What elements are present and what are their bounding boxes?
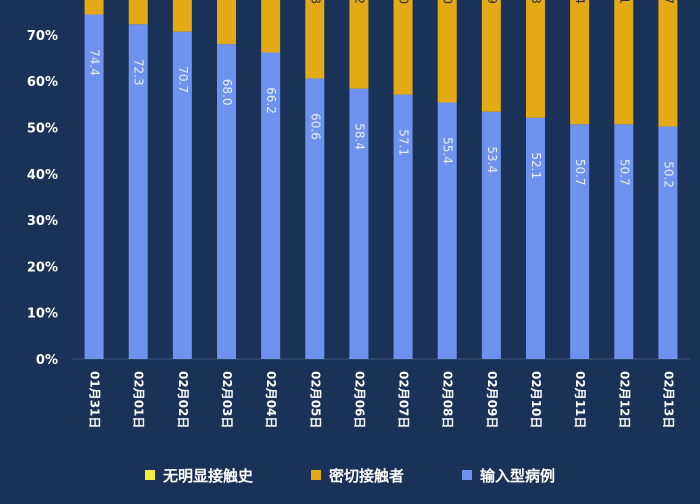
y-tick-label: 0%: [36, 353, 58, 368]
bar-imported: [349, 88, 369, 359]
bar-imported: [570, 124, 590, 359]
bar-close-contact: [437, 0, 457, 103]
x-tick-label: 02月05日: [308, 371, 322, 428]
y-tick-label: 20%: [27, 260, 58, 275]
bar-close-contact: [84, 0, 104, 15]
data-label-imported: 55.4: [441, 137, 455, 164]
x-tick-label: 02月06日: [352, 371, 366, 428]
legend-item-no-contact: 无明显接触史: [144, 462, 253, 488]
data-label-imported: 50.2: [661, 161, 675, 188]
data-label-imported: 50.7: [617, 159, 631, 186]
bar-imported: [393, 94, 413, 359]
data-label-imported: 50.7: [573, 159, 587, 186]
data-label-close-contact: 40.9: [485, 0, 499, 4]
bar-imported: [658, 126, 678, 359]
data-label-imported: 60.6: [308, 113, 322, 140]
data-label-imported: 57.1: [397, 129, 411, 156]
bar-imported: [305, 78, 325, 359]
legend-item-imported: 输入型病例: [462, 462, 555, 488]
x-tick-label: 02月02日: [176, 371, 190, 428]
x-tick-label: 02月03日: [220, 371, 234, 428]
bar-imported: [172, 31, 192, 360]
bar-close-contact: [128, 0, 148, 25]
x-tick-label: 02月01日: [132, 371, 146, 428]
bar-imported: [128, 24, 148, 359]
legend-swatch-no-contact: [144, 470, 155, 480]
bar-close-contact: [481, 0, 501, 112]
x-tick-label: 02月12日: [617, 371, 631, 428]
y-tick-label: 40%: [27, 168, 58, 183]
bar-imported: [437, 102, 457, 360]
y-tick-label: 10%: [27, 307, 58, 322]
bar-imported: [526, 117, 545, 359]
bar-imported: [481, 111, 501, 360]
data-label-imported: 72.3: [132, 59, 146, 86]
x-tick-label: 02月09日: [485, 371, 499, 428]
y-tick-label: 30%: [27, 214, 58, 229]
data-label-close-contact: 9.0: [441, 0, 455, 4]
legend: 无明显接触史 密切接触者 输入型病例: [0, 462, 700, 488]
bar-close-contact: [305, 0, 325, 79]
y-tick-label: 60%: [27, 75, 58, 90]
legend-label-no-contact: 无明显接触史: [162, 466, 253, 485]
data-label-close-contact: 43.1: [617, 0, 631, 4]
data-label-imported: 58.4: [352, 123, 366, 150]
bar-close-contact: [349, 0, 369, 89]
bar-close-contact: [658, 0, 678, 127]
x-tick-label: 02月04日: [264, 371, 278, 428]
x-tick-label: 02月10日: [529, 371, 543, 428]
legend-label-imported: 输入型病例: [480, 466, 556, 485]
data-label-imported: 68.0: [220, 79, 234, 106]
bar-close-contact: [261, 0, 281, 53]
bar-close-contact: [172, 0, 192, 32]
data-label-close-contact: 43.7: [661, 0, 675, 4]
x-tick-label: 02月13日: [661, 371, 675, 428]
bar-close-contact: [217, 0, 236, 45]
data-label-close-contact: 7.0: [397, 0, 411, 4]
x-tick-label: 02月11日: [573, 371, 587, 428]
bar-imported: [261, 52, 281, 360]
legend-item-close-contact: 密切接触者: [310, 462, 404, 488]
legend-swatch-close-contact: [310, 470, 321, 480]
data-label-close-contact: 43.4: [573, 0, 587, 4]
x-tick-label: 02月08日: [441, 371, 455, 428]
y-tick-label: 50%: [27, 122, 58, 137]
legend-swatch-imported: [462, 470, 472, 480]
data-label-close-contact: 42.3: [529, 0, 543, 4]
bar-imported: [217, 44, 236, 359]
data-label-imported: 66.2: [264, 87, 278, 114]
bar-close-contact: [614, 0, 634, 125]
data-label-imported: 74.4: [88, 49, 102, 76]
legend-label-close-contact: 密切接触者: [328, 466, 404, 485]
data-label-imported: 53.4: [485, 146, 499, 173]
bar-close-contact: [393, 0, 413, 95]
data-label-imported: 52.1: [529, 152, 543, 179]
y-tick-label: 70%: [27, 29, 58, 44]
bar-close-contact: [570, 0, 590, 125]
x-tick-label: 01月31日: [88, 371, 102, 428]
x-tick-label: 02月07日: [397, 371, 411, 428]
data-label-imported: 70.7: [176, 66, 190, 93]
bar-imported: [614, 124, 634, 359]
bar-close-contact: [526, 0, 545, 118]
bar-imported: [84, 14, 104, 359]
data-label-close-contact: 8: [308, 0, 322, 4]
data-label-close-contact: 2: [352, 0, 366, 4]
